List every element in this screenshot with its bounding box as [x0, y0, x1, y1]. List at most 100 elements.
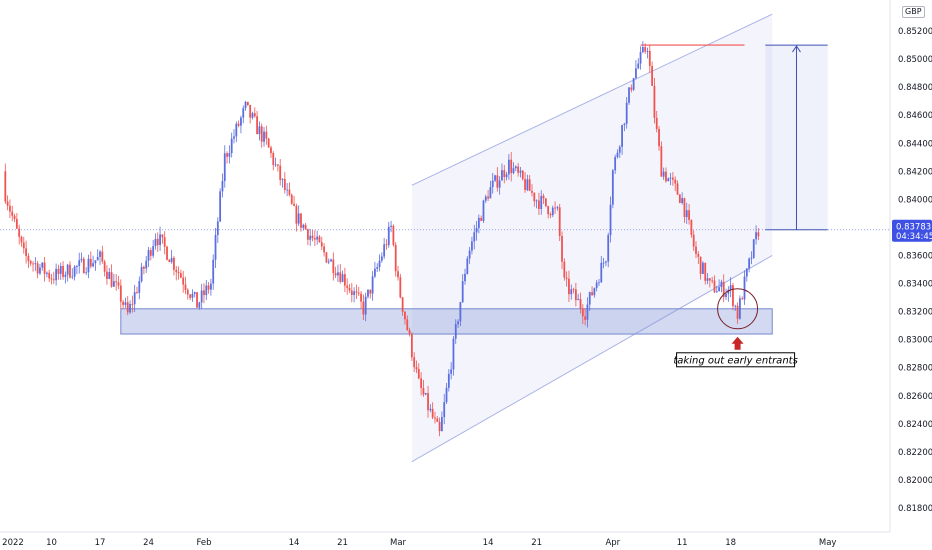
candle-body [304, 224, 307, 230]
candle-body [212, 259, 215, 284]
candle-body [641, 47, 644, 53]
candle-body [648, 50, 651, 67]
candle-body [662, 171, 665, 177]
candle-body [658, 128, 660, 147]
candle-body [89, 258, 92, 267]
candle-body [274, 164, 277, 166]
candle-body [69, 264, 71, 278]
candle-body [272, 153, 275, 165]
candle-body [293, 203, 295, 206]
candle-body [498, 180, 501, 188]
candle-body [330, 259, 332, 262]
candle-body [112, 281, 115, 287]
candle-body [489, 187, 492, 199]
candle-body [607, 235, 610, 262]
candle-body [554, 207, 556, 209]
candle-body [276, 164, 279, 166]
candle-body [715, 291, 718, 293]
candle-body [581, 308, 584, 317]
candle-body [586, 304, 589, 320]
candle-body [602, 262, 605, 264]
candle-body [427, 393, 429, 411]
candle-body [39, 267, 41, 274]
x-tick-label: 24 [143, 538, 154, 548]
candle-body [161, 234, 164, 238]
candle-body [233, 136, 235, 139]
candle-body [380, 256, 383, 261]
candle-body [36, 263, 39, 274]
candle-body [362, 301, 365, 315]
candle-body [538, 200, 540, 209]
last-price-value: 0.83783 [896, 222, 931, 232]
candle-body [390, 225, 392, 227]
candle-body [621, 125, 623, 147]
candle-body [85, 272, 88, 274]
candle-body [76, 266, 78, 267]
candle-body [549, 214, 552, 216]
candle-body [267, 138, 270, 148]
candle-body [507, 159, 510, 175]
candle-body [126, 302, 129, 313]
candle-body [540, 195, 543, 209]
candle-body [579, 299, 582, 309]
candle-body [99, 251, 101, 257]
candle-body [350, 290, 353, 296]
candle-body [672, 177, 674, 180]
candle-body [512, 168, 515, 174]
candle-body [62, 266, 64, 277]
candle-body [55, 268, 58, 281]
candle-body [52, 279, 55, 281]
candle-body [639, 52, 642, 64]
candle-body [57, 268, 60, 274]
candle-body [154, 238, 157, 247]
candle-body [263, 131, 265, 142]
candle-body [78, 260, 81, 267]
candle-body [697, 253, 700, 257]
candle-body [528, 179, 531, 191]
candle-body [655, 117, 658, 129]
currency-badge[interactable]: GBP [902, 6, 925, 18]
candle-body [487, 196, 489, 199]
candle-body [374, 268, 376, 277]
candle-body [443, 402, 446, 418]
candle-body [711, 280, 714, 282]
candle-body [383, 244, 386, 257]
candle-body [11, 211, 14, 216]
candle-body [48, 272, 51, 279]
candle-body [468, 250, 471, 259]
candle-body [588, 292, 591, 305]
candle-body [360, 293, 362, 302]
candle-body [251, 113, 254, 118]
candle-body [706, 278, 709, 281]
candle-body [196, 292, 198, 308]
candle-body [392, 225, 395, 245]
candle-body [103, 261, 106, 272]
x-tick-label: Feb [196, 538, 211, 548]
candle-body [168, 259, 171, 263]
candle-body [591, 292, 593, 296]
annotation-box [676, 352, 796, 368]
candle-body [736, 305, 739, 319]
candle-body [94, 260, 97, 264]
highlight-circle [717, 288, 759, 330]
candle-body [203, 290, 205, 296]
candle-body [309, 235, 312, 240]
candle-body [743, 276, 746, 300]
candle-body [713, 280, 716, 293]
candle-body [752, 239, 755, 258]
candle-body [491, 180, 494, 188]
candle-body [341, 274, 344, 282]
candle-body [320, 242, 323, 247]
candle-body [417, 369, 420, 379]
candle-body [131, 303, 134, 305]
candle-body [514, 166, 517, 169]
candle-body [452, 338, 455, 370]
candle-body [265, 131, 268, 139]
candle-body [290, 194, 293, 204]
candle-body [466, 258, 469, 274]
candle-body [186, 289, 189, 295]
y-tick-label: 0.82600 [898, 392, 932, 402]
y-tick-label: 0.82200 [898, 448, 932, 458]
candle-body [346, 285, 349, 288]
